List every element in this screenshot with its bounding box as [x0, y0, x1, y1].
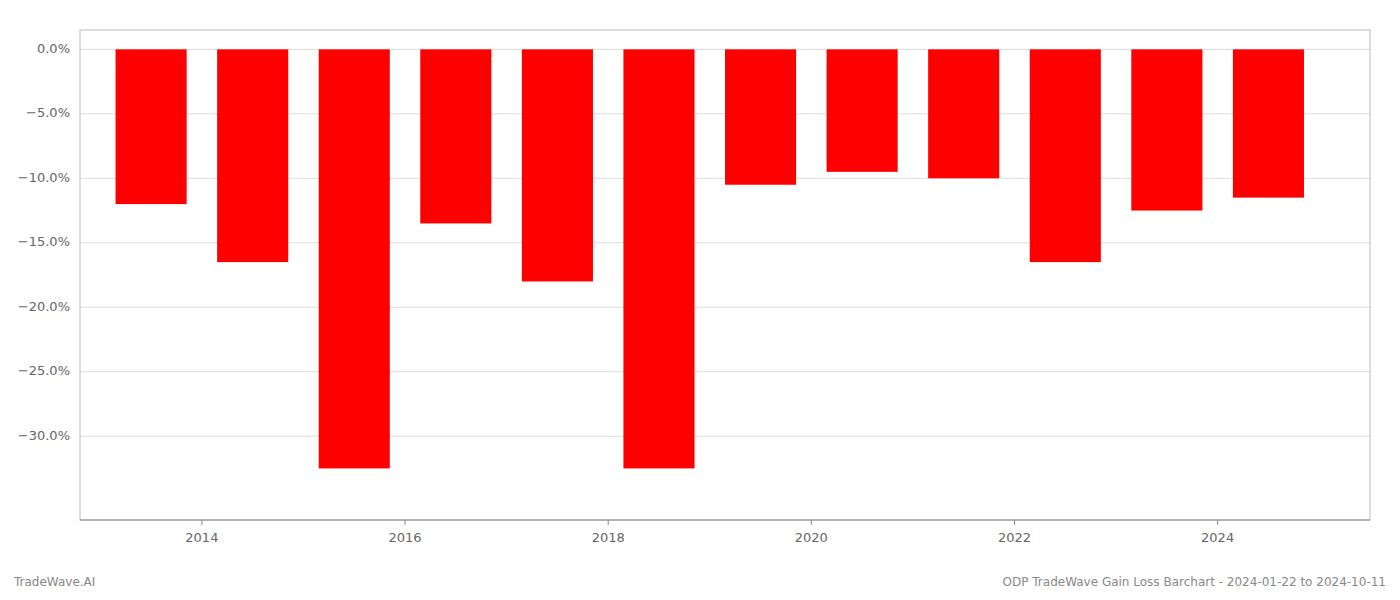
y-tick-label: −25.0%: [18, 363, 70, 378]
x-tick-label: 2016: [388, 530, 421, 545]
bar: [420, 49, 491, 223]
y-tick-label: −30.0%: [18, 428, 70, 443]
bars: [116, 49, 1304, 468]
x-tick-label: 2020: [795, 530, 828, 545]
y-tick-label: −5.0%: [26, 105, 70, 120]
x-tick: [1217, 520, 1218, 525]
bar: [1030, 49, 1101, 262]
chart-container: 0.0% −5.0% −10.0% −15.0% −20.0% −25.0% −30.0% 2…: [0, 0, 1400, 600]
footers: TradeWave.AI ODP TradeWave Gain Loss Barc…: [13, 575, 1386, 589]
x-tick-label: 2014: [185, 530, 218, 545]
plot-frame: [80, 30, 1370, 520]
x-tick: [405, 520, 406, 525]
bar: [116, 49, 187, 204]
x-tick: [1014, 520, 1015, 525]
y-axis: 0.0% −5.0% −10.0% −15.0% −20.0% −25.0% −30.0%: [18, 41, 70, 443]
y-tick-label: −20.0%: [18, 299, 70, 314]
bar: [217, 49, 288, 262]
footer-right: ODP TradeWave Gain Loss Barchart - 2024-…: [1003, 575, 1386, 589]
bar: [319, 49, 390, 468]
bar: [1131, 49, 1202, 210]
bar: [827, 49, 898, 172]
x-tick: [608, 520, 609, 525]
y-tick-label: 0.0%: [37, 41, 70, 56]
y-grid: [80, 49, 1370, 436]
grid-line: [80, 307, 1370, 308]
bar: [725, 49, 796, 184]
bar: [623, 49, 694, 468]
bar: [522, 49, 593, 281]
x-tick: [201, 520, 202, 525]
grid-line: [80, 436, 1370, 437]
x-tick-label: 2022: [998, 530, 1031, 545]
y-tick-label: −10.0%: [18, 170, 70, 185]
chart-svg: 0.0% −5.0% −10.0% −15.0% −20.0% −25.0% −30.0% 2…: [0, 0, 1400, 600]
x-tick-label: 2024: [1201, 530, 1234, 545]
x-tick: [811, 520, 812, 525]
bar: [928, 49, 999, 178]
grid-line: [80, 371, 1370, 372]
y-tick-label: −15.0%: [18, 234, 70, 249]
x-axis-line: [80, 520, 1370, 521]
x-tick-label: 2018: [592, 530, 625, 545]
footer-left: TradeWave.AI: [13, 575, 95, 589]
bar: [1233, 49, 1304, 197]
x-axis: 2014 2016 2018 2020 2022 2024: [80, 520, 1370, 545]
